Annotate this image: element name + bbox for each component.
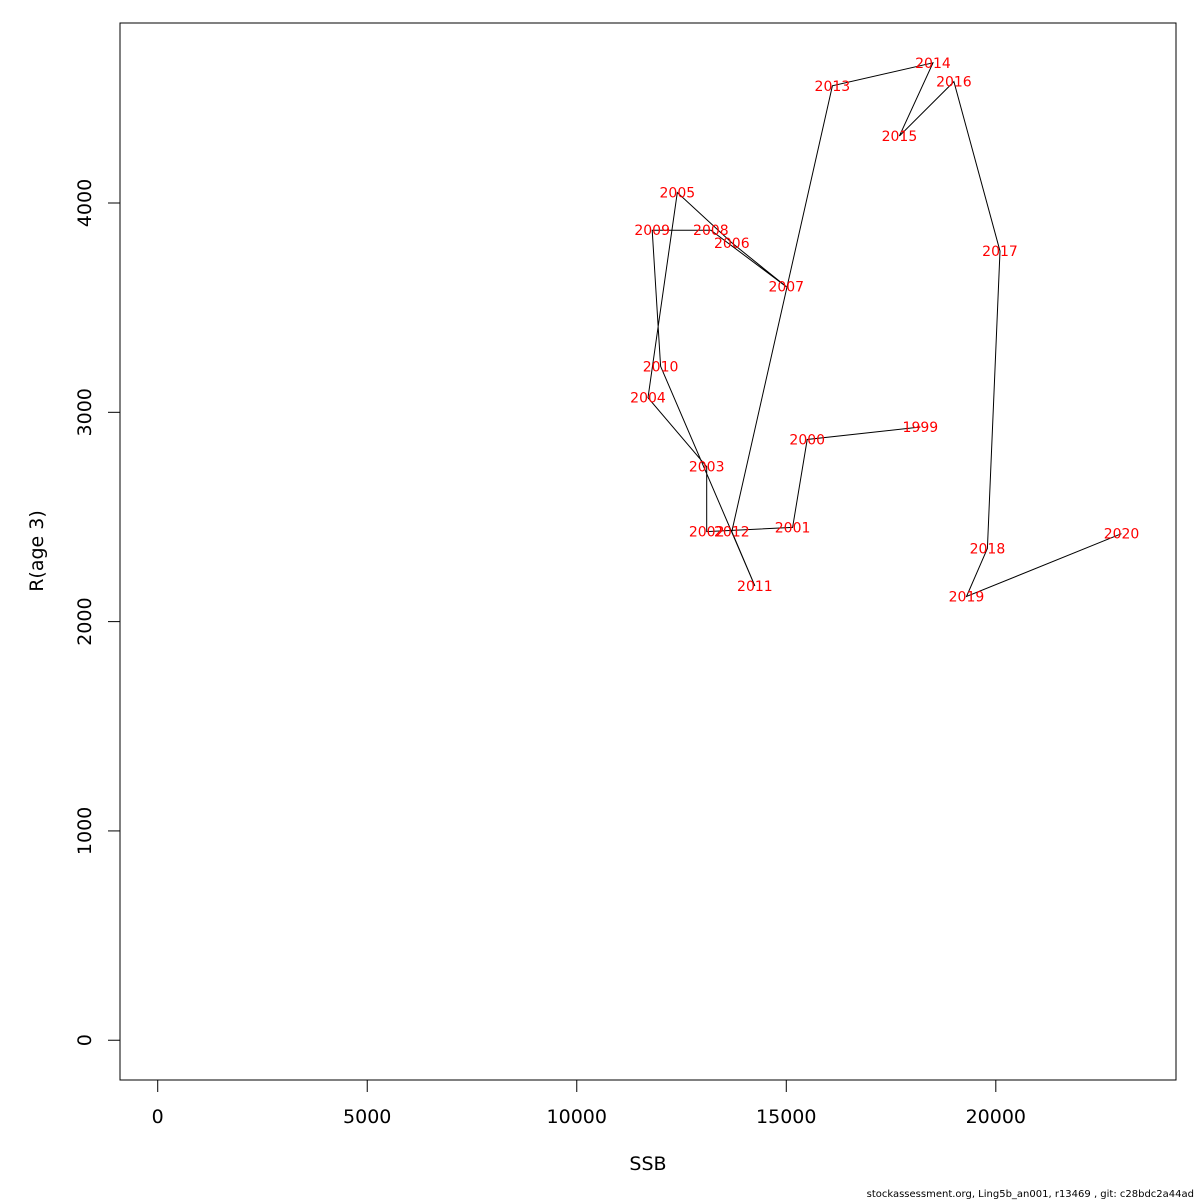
y-tick-label: 4000	[74, 179, 96, 227]
point-label-2003: 2003	[689, 460, 725, 476]
x-tick-label: 0	[152, 1106, 164, 1128]
point-label-2009: 2009	[634, 223, 670, 239]
y-tick-label: 0	[74, 1034, 96, 1046]
point-labels: 1999 2000 2001 2002 2003 2004 2005 2006 2007 2008…	[630, 56, 1139, 606]
y-axis: 0 1000 2000 3000 4000	[74, 179, 121, 1046]
point-label-2015: 2015	[882, 129, 918, 145]
x-tick-label: 15000	[756, 1106, 816, 1128]
x-axis-title: SSB	[629, 1153, 666, 1175]
point-label-2011: 2011	[737, 579, 773, 595]
y-tick-label: 2000	[74, 597, 96, 645]
x-axis: 0 5000 10000 15000 20000	[152, 1079, 1026, 1128]
point-label-2014: 2014	[915, 56, 951, 72]
point-label-2018: 2018	[970, 541, 1006, 557]
point-label-2008: 2008	[693, 223, 729, 239]
point-label-2006: 2006	[714, 236, 750, 252]
plot-frame	[119, 22, 1177, 1081]
x-tick-label: 5000	[343, 1106, 391, 1128]
y-tick-label: 1000	[74, 807, 96, 855]
point-label-2013: 2013	[815, 79, 851, 95]
point-label-2010: 2010	[643, 359, 679, 375]
point-label-2001: 2001	[775, 520, 811, 536]
y-axis-title: R(age 3)	[26, 510, 48, 592]
point-label-2005: 2005	[660, 186, 696, 202]
x-tick-label: 10000	[547, 1106, 607, 1128]
point-label-1999: 1999	[903, 420, 939, 436]
point-label-2000: 2000	[789, 433, 825, 449]
series-line	[647, 62, 1122, 598]
point-label-2020: 2020	[1104, 527, 1140, 543]
point-label-2012: 2012	[714, 525, 750, 541]
point-label-2017: 2017	[982, 244, 1018, 260]
y-tick-label: 3000	[74, 388, 96, 436]
point-label-2002: 2002	[689, 525, 725, 541]
point-label-2016: 2016	[936, 75, 972, 91]
footer-credit: stockassessment.org, Ling5b_an001, r1346…	[866, 1189, 1194, 1200]
x-tick-label: 20000	[966, 1106, 1026, 1128]
point-label-2004: 2004	[630, 391, 666, 407]
point-label-2007: 2007	[768, 280, 804, 296]
point-label-2019: 2019	[949, 590, 985, 606]
